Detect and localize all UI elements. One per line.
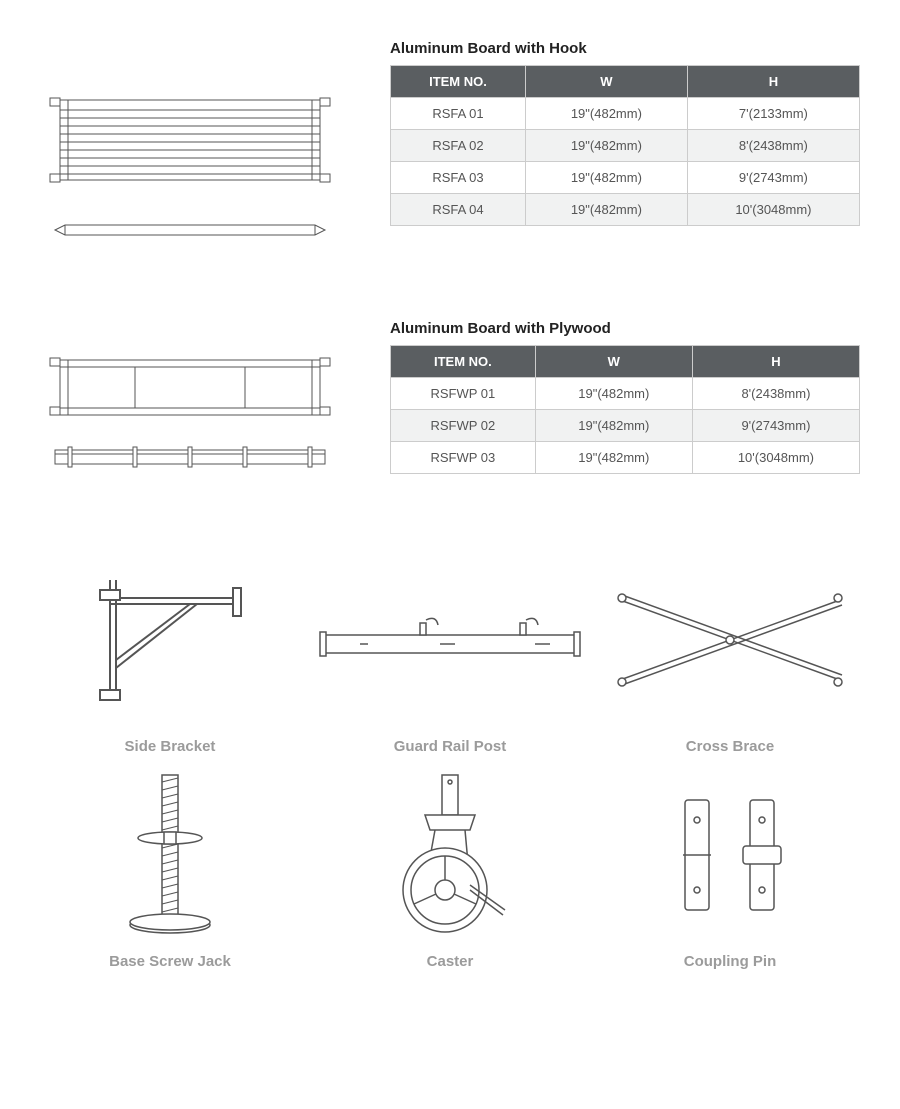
table-aluminum-plywood: Aluminum Board with Plywood ITEM NO. W H…: [390, 320, 860, 474]
part-label: Caster: [320, 953, 580, 970]
table-row: RSFA 01 19"(482mm) 7'(2133mm): [391, 98, 860, 130]
col-itemno: ITEM NO.: [391, 346, 536, 378]
spec-table-hook: ITEM NO. W H RSFA 01 19"(482mm) 7'(2133m…: [390, 65, 860, 226]
part-cross-brace: Cross Brace: [600, 560, 860, 755]
section-aluminum-hook: Aluminum Board with Hook ITEM NO. W H RS…: [40, 40, 860, 260]
col-w: W: [525, 66, 687, 98]
part-caster: Caster: [320, 775, 580, 970]
part-base-screw-jack: Base Screw Jack: [40, 775, 300, 970]
diagram-aluminum-hook: [40, 40, 360, 260]
table-row: RSFWP 01 19"(482mm) 8'(2438mm): [391, 378, 860, 410]
part-guard-rail-post: Guard Rail Post: [320, 560, 580, 755]
col-w: W: [535, 346, 692, 378]
spec-table-plywood: ITEM NO. W H RSFWP 01 19"(482mm) 8'(2438…: [390, 345, 860, 474]
guard-rail-post-icon: [320, 560, 580, 720]
parts-grid: Side Bracket Guard Rail: [40, 560, 860, 970]
part-coupling-pin: Coupling Pin: [600, 775, 860, 970]
table-row: RSFWP 03 19"(482mm) 10'(3048mm): [391, 442, 860, 474]
part-label: Side Bracket: [40, 738, 300, 755]
col-h: H: [687, 66, 859, 98]
part-label: Cross Brace: [600, 738, 860, 755]
col-h: H: [692, 346, 859, 378]
part-side-bracket: Side Bracket: [40, 560, 300, 755]
part-label: Base Screw Jack: [40, 953, 300, 970]
coupling-pin-icon: [600, 775, 860, 935]
part-label: Guard Rail Post: [320, 738, 580, 755]
cross-brace-icon: [600, 560, 860, 720]
table-title: Aluminum Board with Plywood: [390, 320, 860, 337]
caster-icon: [320, 775, 580, 935]
table-aluminum-hook: Aluminum Board with Hook ITEM NO. W H RS…: [390, 40, 860, 226]
base-screw-jack-icon: [40, 775, 300, 935]
table-row: RSFA 03 19"(482mm) 9'(2743mm): [391, 162, 860, 194]
table-row: RSFA 04 19"(482mm) 10'(3048mm): [391, 194, 860, 226]
col-itemno: ITEM NO.: [391, 66, 526, 98]
diagram-aluminum-plywood: [40, 320, 360, 500]
side-bracket-icon: [40, 560, 300, 720]
table-row: RSFWP 02 19"(482mm) 9'(2743mm): [391, 410, 860, 442]
table-row: RSFA 02 19"(482mm) 8'(2438mm): [391, 130, 860, 162]
table-title: Aluminum Board with Hook: [390, 40, 860, 57]
part-label: Coupling Pin: [600, 953, 860, 970]
section-aluminum-plywood: Aluminum Board with Plywood ITEM NO. W H…: [40, 320, 860, 500]
